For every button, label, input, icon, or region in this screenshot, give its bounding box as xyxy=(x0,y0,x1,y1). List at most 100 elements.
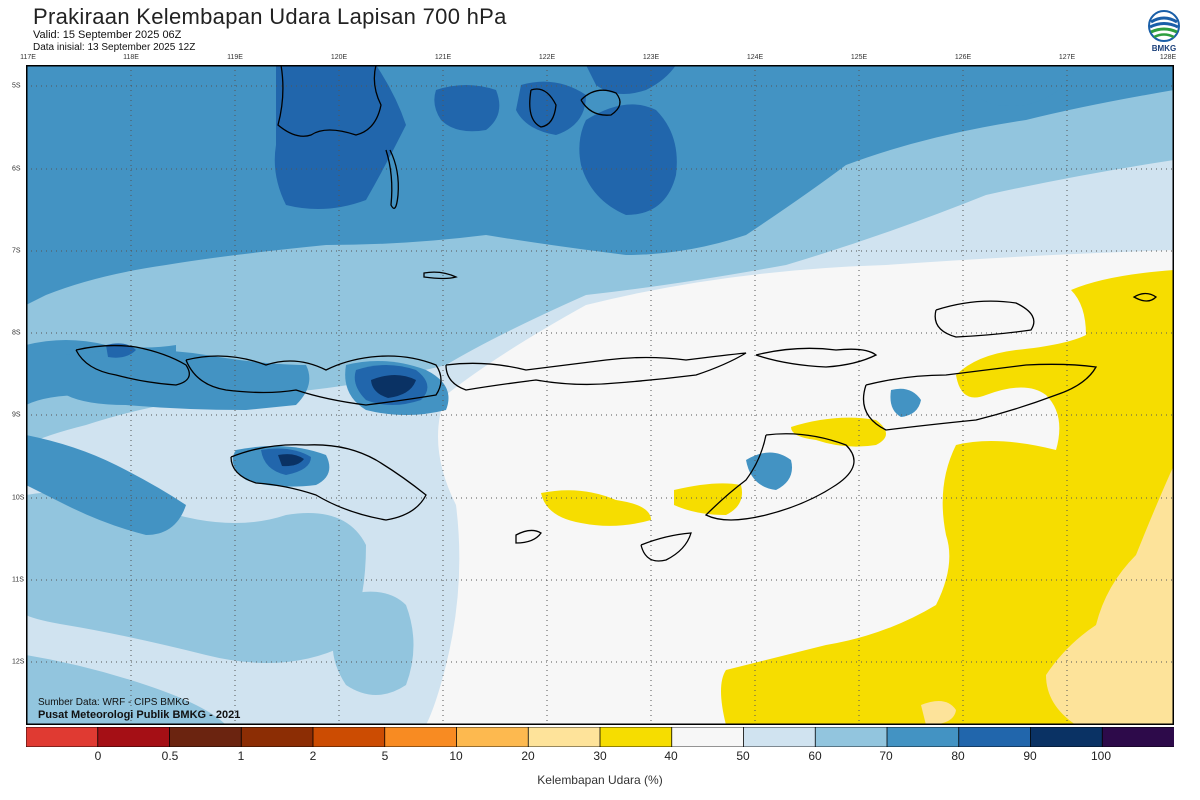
bmkg-logo-icon xyxy=(1148,10,1180,42)
zone-80 xyxy=(890,388,921,417)
colorbar-swatch xyxy=(26,727,99,747)
colorbar-tick: 60 xyxy=(808,749,822,763)
coast-flores-sea-islands xyxy=(423,271,458,280)
coast-alor xyxy=(755,347,878,368)
coast-sulawesi xyxy=(277,65,382,137)
lon-label: 123E xyxy=(642,54,660,61)
zone-100 xyxy=(371,375,416,398)
coast-flores xyxy=(445,352,747,391)
map-title: Prakiraan Kelembapan Udara Lapisan 700 h… xyxy=(33,4,507,29)
zone-90 xyxy=(434,85,500,132)
colorbar-swatch xyxy=(814,727,888,747)
zone-40 xyxy=(541,490,651,526)
lat-label: 5S xyxy=(12,82,21,90)
humidity-map[interactable] xyxy=(26,65,1174,725)
colorbar-tick: 100 xyxy=(1090,749,1112,763)
lon-label: 120E xyxy=(330,54,348,61)
lon-label: 122E xyxy=(538,54,556,61)
colorbar-tick: 70 xyxy=(879,749,893,763)
lat-label: 12S xyxy=(12,658,25,666)
colorbar-swatch xyxy=(312,727,386,747)
coast-selayar xyxy=(385,149,399,209)
lon-label: 127E xyxy=(1058,54,1076,61)
coast-sumbawa xyxy=(185,355,442,406)
lat-label: 9S xyxy=(12,411,21,419)
zone-80 xyxy=(66,350,310,410)
coast-rote xyxy=(640,532,692,562)
colorbar-swatch xyxy=(169,727,243,747)
zone-40 xyxy=(721,270,1174,725)
lon-label: 117E xyxy=(20,54,36,61)
colorbar-tick: 40 xyxy=(664,749,678,763)
colorbar-swatch xyxy=(240,727,314,747)
colorbar-tick: 50 xyxy=(736,749,750,763)
colorbar-tick: 80 xyxy=(951,749,965,763)
zone-100 xyxy=(278,454,304,467)
graticule xyxy=(26,65,1174,725)
colorbar-swatch xyxy=(886,727,960,747)
colorbar-swatch xyxy=(671,727,745,747)
colorbar-tick: 0.5 xyxy=(161,749,179,763)
lat-label: 6S xyxy=(12,165,21,173)
logo-text: BMKG xyxy=(1151,44,1177,53)
coast-babar xyxy=(1132,292,1158,302)
colorbar-tick: 2 xyxy=(309,749,317,763)
coast-lombok xyxy=(75,344,190,386)
coast-wetar xyxy=(934,300,1035,338)
coast-sumba xyxy=(230,444,427,521)
colorbar-swatch xyxy=(1101,727,1174,747)
lat-label: 11S xyxy=(12,576,24,584)
lat-label: 7S xyxy=(12,247,21,255)
zone-90 xyxy=(516,81,586,135)
zone-90 xyxy=(106,343,136,358)
zone-80 xyxy=(26,435,186,535)
coastlines xyxy=(75,65,1158,562)
colorbar-swatch xyxy=(527,727,601,747)
colorbar-tick: 1 xyxy=(237,749,245,763)
zone-90 xyxy=(579,104,677,215)
lon-label: 121E xyxy=(434,54,452,61)
zone-30 xyxy=(1046,465,1174,725)
zone-40 xyxy=(791,417,886,447)
zone-70 xyxy=(332,591,414,695)
initial-time: Data inisial: 13 September 2025 12Z xyxy=(33,42,196,53)
colorbar-swatch xyxy=(1030,727,1104,747)
lat-label: 10S xyxy=(12,494,25,502)
colorbar-tick: 0 xyxy=(94,749,102,763)
valid-time: Valid: 15 September 2025 06Z xyxy=(33,29,182,41)
zone-30 xyxy=(921,701,956,725)
colorbar-swatch xyxy=(599,727,673,747)
colorbar-swatch xyxy=(743,727,817,747)
zone-70 xyxy=(26,655,226,725)
lat-label: 8S xyxy=(12,329,21,337)
colorbar-tick: 30 xyxy=(593,749,607,763)
lon-label: 125E xyxy=(850,54,868,61)
zone-40 xyxy=(674,483,742,515)
map-frame xyxy=(26,65,1174,725)
coast-west-timor xyxy=(704,433,855,521)
zone-90 xyxy=(274,65,406,209)
colorbar-tick: 20 xyxy=(521,749,535,763)
coast-muna xyxy=(580,89,621,116)
colorbar-title: Kelembapan Udara (%) xyxy=(537,773,663,787)
colorbar-swatch xyxy=(456,727,530,747)
zone-70 xyxy=(26,491,366,663)
lon-label: 128E xyxy=(1159,54,1177,61)
coast-buton xyxy=(529,88,557,128)
colorbar-swatch xyxy=(97,727,171,747)
colorbar-tick: 10 xyxy=(449,749,463,763)
colorbar-tick: 90 xyxy=(1023,749,1037,763)
coast-timor xyxy=(862,363,1098,431)
colorbar-swatch xyxy=(958,727,1032,747)
source-credit: Sumber Data: WRF - CIPS BMKG xyxy=(38,697,190,708)
colorbar-tick: 5 xyxy=(381,749,389,763)
colorbar xyxy=(26,727,1174,747)
colorbar-swatch xyxy=(384,727,458,747)
lon-label: 124E xyxy=(746,54,764,61)
zone-90 xyxy=(586,65,676,94)
lon-label: 118E xyxy=(123,54,139,61)
coast-sawu xyxy=(515,529,542,544)
lon-label: 119E xyxy=(227,54,243,61)
lon-label: 126E xyxy=(954,54,972,61)
publisher-credit: Pusat Meteorologi Publik BMKG - 2021 xyxy=(38,709,241,721)
